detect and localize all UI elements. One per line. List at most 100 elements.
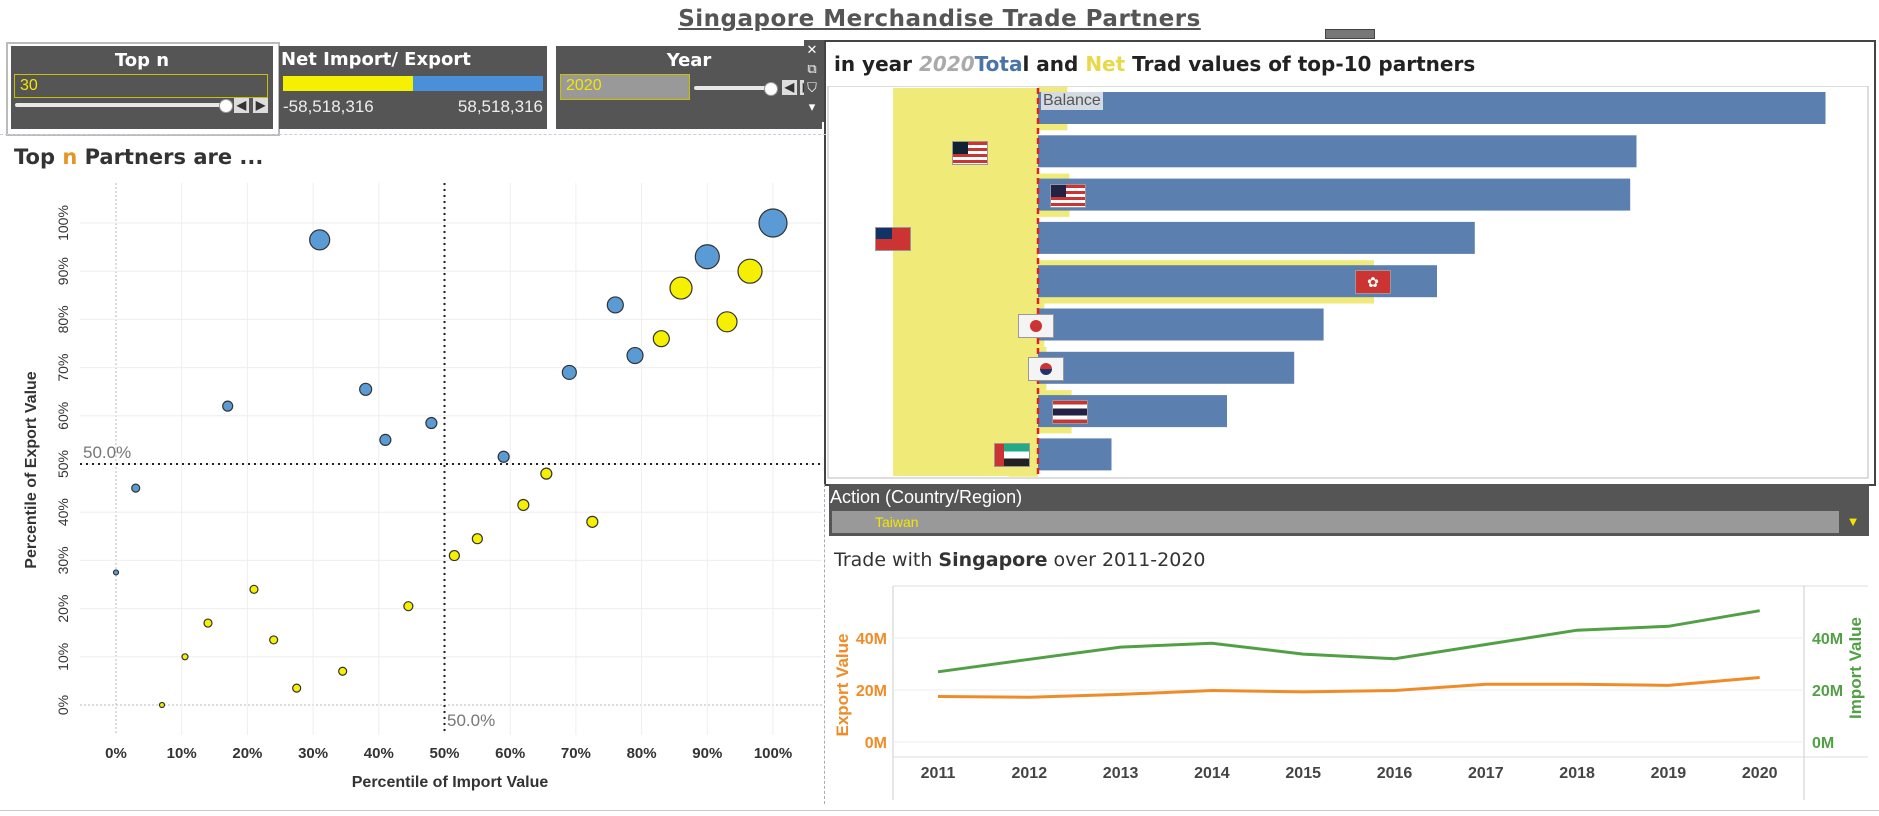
line-chart: 0M 0M 20M 20M 40M 40M 2011 2012 2013 2014 2015 2016… xyxy=(833,585,1868,800)
top-n-title: Top n xyxy=(114,50,170,71)
scatter-point[interactable] xyxy=(403,601,414,612)
scatter-x-tick-label: 10% xyxy=(167,745,197,762)
hong-kong-flag: ✿ xyxy=(1355,270,1391,294)
scatter-point[interactable] xyxy=(292,683,302,693)
bar-total-value[interactable] xyxy=(1038,221,1475,254)
line-x-tick-label: 2015 xyxy=(1285,765,1321,782)
scatter-point[interactable] xyxy=(716,311,738,333)
bar-total-value[interactable] xyxy=(1038,135,1637,168)
scatter-point[interactable] xyxy=(181,653,189,661)
scatter-point[interactable] xyxy=(131,483,141,493)
import-value-line[interactable] xyxy=(937,609,1760,674)
scatter-point[interactable] xyxy=(379,433,392,446)
line-x-tick-label: 2018 xyxy=(1559,765,1595,782)
top-n-next-button[interactable]: ▶ xyxy=(253,98,268,113)
scatter-point[interactable] xyxy=(471,533,483,545)
year-title: Year xyxy=(666,50,712,71)
line-left-axis-label: Export Value xyxy=(833,634,852,737)
scatter-y-tick-label: 20% xyxy=(55,595,71,623)
scatter-point[interactable] xyxy=(737,258,763,284)
year-control: Year 2020 ◀ ▶ xyxy=(556,46,822,129)
bottom-divider xyxy=(0,810,1879,811)
bar-total-value[interactable] xyxy=(1038,308,1324,341)
year-input[interactable]: 2020 xyxy=(560,74,690,100)
bar-total-value[interactable] xyxy=(1038,438,1112,471)
top-n-slider-track[interactable] xyxy=(15,103,230,107)
line-panel-title: Trade with Singapore over 2011-2020 xyxy=(834,549,1206,571)
scatter-y-tick-label: 100% xyxy=(55,205,71,241)
bar-total-value[interactable] xyxy=(1038,351,1295,384)
scatter-x-tick-label: 40% xyxy=(364,745,394,762)
scatter-point[interactable] xyxy=(158,701,166,709)
scatter-point[interactable] xyxy=(112,569,120,576)
horizontal-divider xyxy=(0,134,826,135)
scatter-point[interactable] xyxy=(448,549,460,562)
scatter-x-tick-label: 60% xyxy=(495,745,525,762)
line-right-tick-label: 20M xyxy=(1812,683,1843,700)
menu-icon[interactable]: ▾ xyxy=(808,99,816,114)
scatter-point[interactable] xyxy=(758,208,788,238)
net-export-color-bar xyxy=(413,76,543,91)
bar-title-part-3: l and xyxy=(1022,52,1079,76)
usa-flag xyxy=(1050,184,1086,208)
scatter-point[interactable] xyxy=(586,515,599,528)
scatter-point[interactable] xyxy=(249,584,259,594)
scatter-point[interactable] xyxy=(652,330,670,348)
scatter-point[interactable] xyxy=(425,416,438,430)
action-panel: Action (Country/Region) Taiwan ▼ xyxy=(829,484,1869,536)
south-korea-flag xyxy=(1028,357,1064,381)
scatter-y-tick-label: 0% xyxy=(55,695,71,715)
close-icon[interactable]: ✕ xyxy=(806,42,818,57)
scatter-point[interactable] xyxy=(338,666,348,676)
scatter-point[interactable] xyxy=(359,382,373,396)
scatter-point[interactable] xyxy=(309,229,331,251)
chevron-down-icon[interactable]: ▼ xyxy=(1839,511,1867,533)
scatter-x-tick-label: 70% xyxy=(561,745,591,762)
scatter-point[interactable] xyxy=(269,635,279,645)
scatter-point[interactable] xyxy=(203,618,213,628)
scatter-point[interactable] xyxy=(669,276,693,300)
bar-title-part-1: in year xyxy=(834,52,913,76)
balance-label: Balance xyxy=(1041,92,1103,110)
japan-flag xyxy=(1018,314,1054,338)
scatter-point[interactable] xyxy=(497,450,510,463)
bar-total-value[interactable] xyxy=(1038,92,1826,124)
popout-icon[interactable]: ⧉ xyxy=(807,61,817,76)
line-left-tick-label: 20M xyxy=(856,683,887,700)
scatter-point[interactable] xyxy=(517,498,530,512)
bar-title-net: Net xyxy=(1085,52,1126,76)
scatter-x-tick-label: 80% xyxy=(627,745,657,762)
scatter-point[interactable] xyxy=(222,400,234,412)
top-n-prev-button[interactable]: ◀ xyxy=(234,98,249,113)
line-title-bold: Singapore xyxy=(938,549,1048,571)
year-slider-track[interactable] xyxy=(694,86,774,90)
bar-title-year: 2020 xyxy=(919,52,975,76)
drag-handle[interactable] xyxy=(1325,29,1375,39)
export-value-line[interactable] xyxy=(937,676,1760,699)
scatter-point[interactable] xyxy=(694,244,720,270)
scatter-y-tick-label: 60% xyxy=(55,402,71,430)
scatter-point[interactable] xyxy=(626,346,644,365)
top-n-input[interactable]: 30 xyxy=(14,74,268,98)
line-x-tick-label: 2017 xyxy=(1468,765,1504,782)
net-import-export-legend: Net Import/ Export -58,518,316 58,518,31… xyxy=(279,46,547,129)
scatter-x-tick-label: 100% xyxy=(754,745,792,762)
scatter-y-tick-label: 40% xyxy=(55,498,71,526)
line-right-axis-label: Import Value xyxy=(1846,617,1865,719)
scatter-point[interactable] xyxy=(561,364,577,381)
scatter-point[interactable] xyxy=(540,467,553,480)
bar-total-value[interactable] xyxy=(1038,178,1631,211)
line-left-tick-label: 40M xyxy=(856,631,887,648)
year-prev-button[interactable]: ◀ xyxy=(782,80,797,95)
net-max-label: 58,518,316 xyxy=(457,97,543,116)
taiwan-flag xyxy=(875,227,911,251)
top-n-slider-knob[interactable] xyxy=(219,99,233,113)
line-right-tick-label: 0M xyxy=(1812,735,1834,752)
thailand-flag xyxy=(1052,400,1088,424)
year-slider-knob[interactable] xyxy=(764,82,778,96)
scatter-point[interactable] xyxy=(606,296,624,314)
filter-icon[interactable]: ⛉ xyxy=(807,80,817,95)
scatter-y-tick-label: 50% xyxy=(55,450,71,478)
action-dropdown[interactable]: Taiwan ▼ xyxy=(832,511,1867,533)
scatter-heading: Top n Partners are ... xyxy=(14,145,263,169)
